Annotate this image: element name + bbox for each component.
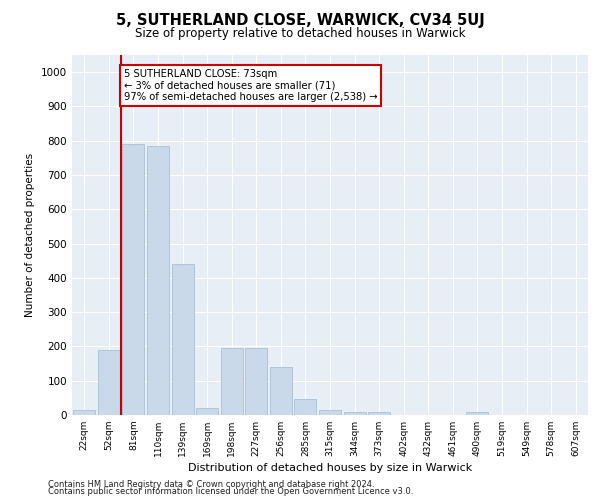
Bar <box>98 350 120 415</box>
Bar <box>147 146 169 415</box>
Bar <box>344 412 365 415</box>
Text: Contains HM Land Registry data © Crown copyright and database right 2024.: Contains HM Land Registry data © Crown c… <box>48 480 374 489</box>
Text: Contains public sector information licensed under the Open Government Licence v3: Contains public sector information licen… <box>48 488 413 496</box>
X-axis label: Distribution of detached houses by size in Warwick: Distribution of detached houses by size … <box>188 463 472 473</box>
Text: Size of property relative to detached houses in Warwick: Size of property relative to detached ho… <box>135 28 465 40</box>
Bar <box>73 410 95 415</box>
Y-axis label: Number of detached properties: Number of detached properties <box>25 153 35 317</box>
Bar <box>122 144 145 415</box>
Bar <box>368 412 390 415</box>
Bar <box>245 348 268 415</box>
Bar <box>172 264 194 415</box>
Bar <box>466 412 488 415</box>
Bar <box>221 348 243 415</box>
Bar <box>295 399 316 415</box>
Bar <box>319 410 341 415</box>
Text: 5 SUTHERLAND CLOSE: 73sqm
← 3% of detached houses are smaller (71)
97% of semi-d: 5 SUTHERLAND CLOSE: 73sqm ← 3% of detach… <box>124 68 377 102</box>
Text: 5, SUTHERLAND CLOSE, WARWICK, CV34 5UJ: 5, SUTHERLAND CLOSE, WARWICK, CV34 5UJ <box>116 12 484 28</box>
Bar <box>270 367 292 415</box>
Bar <box>196 408 218 415</box>
